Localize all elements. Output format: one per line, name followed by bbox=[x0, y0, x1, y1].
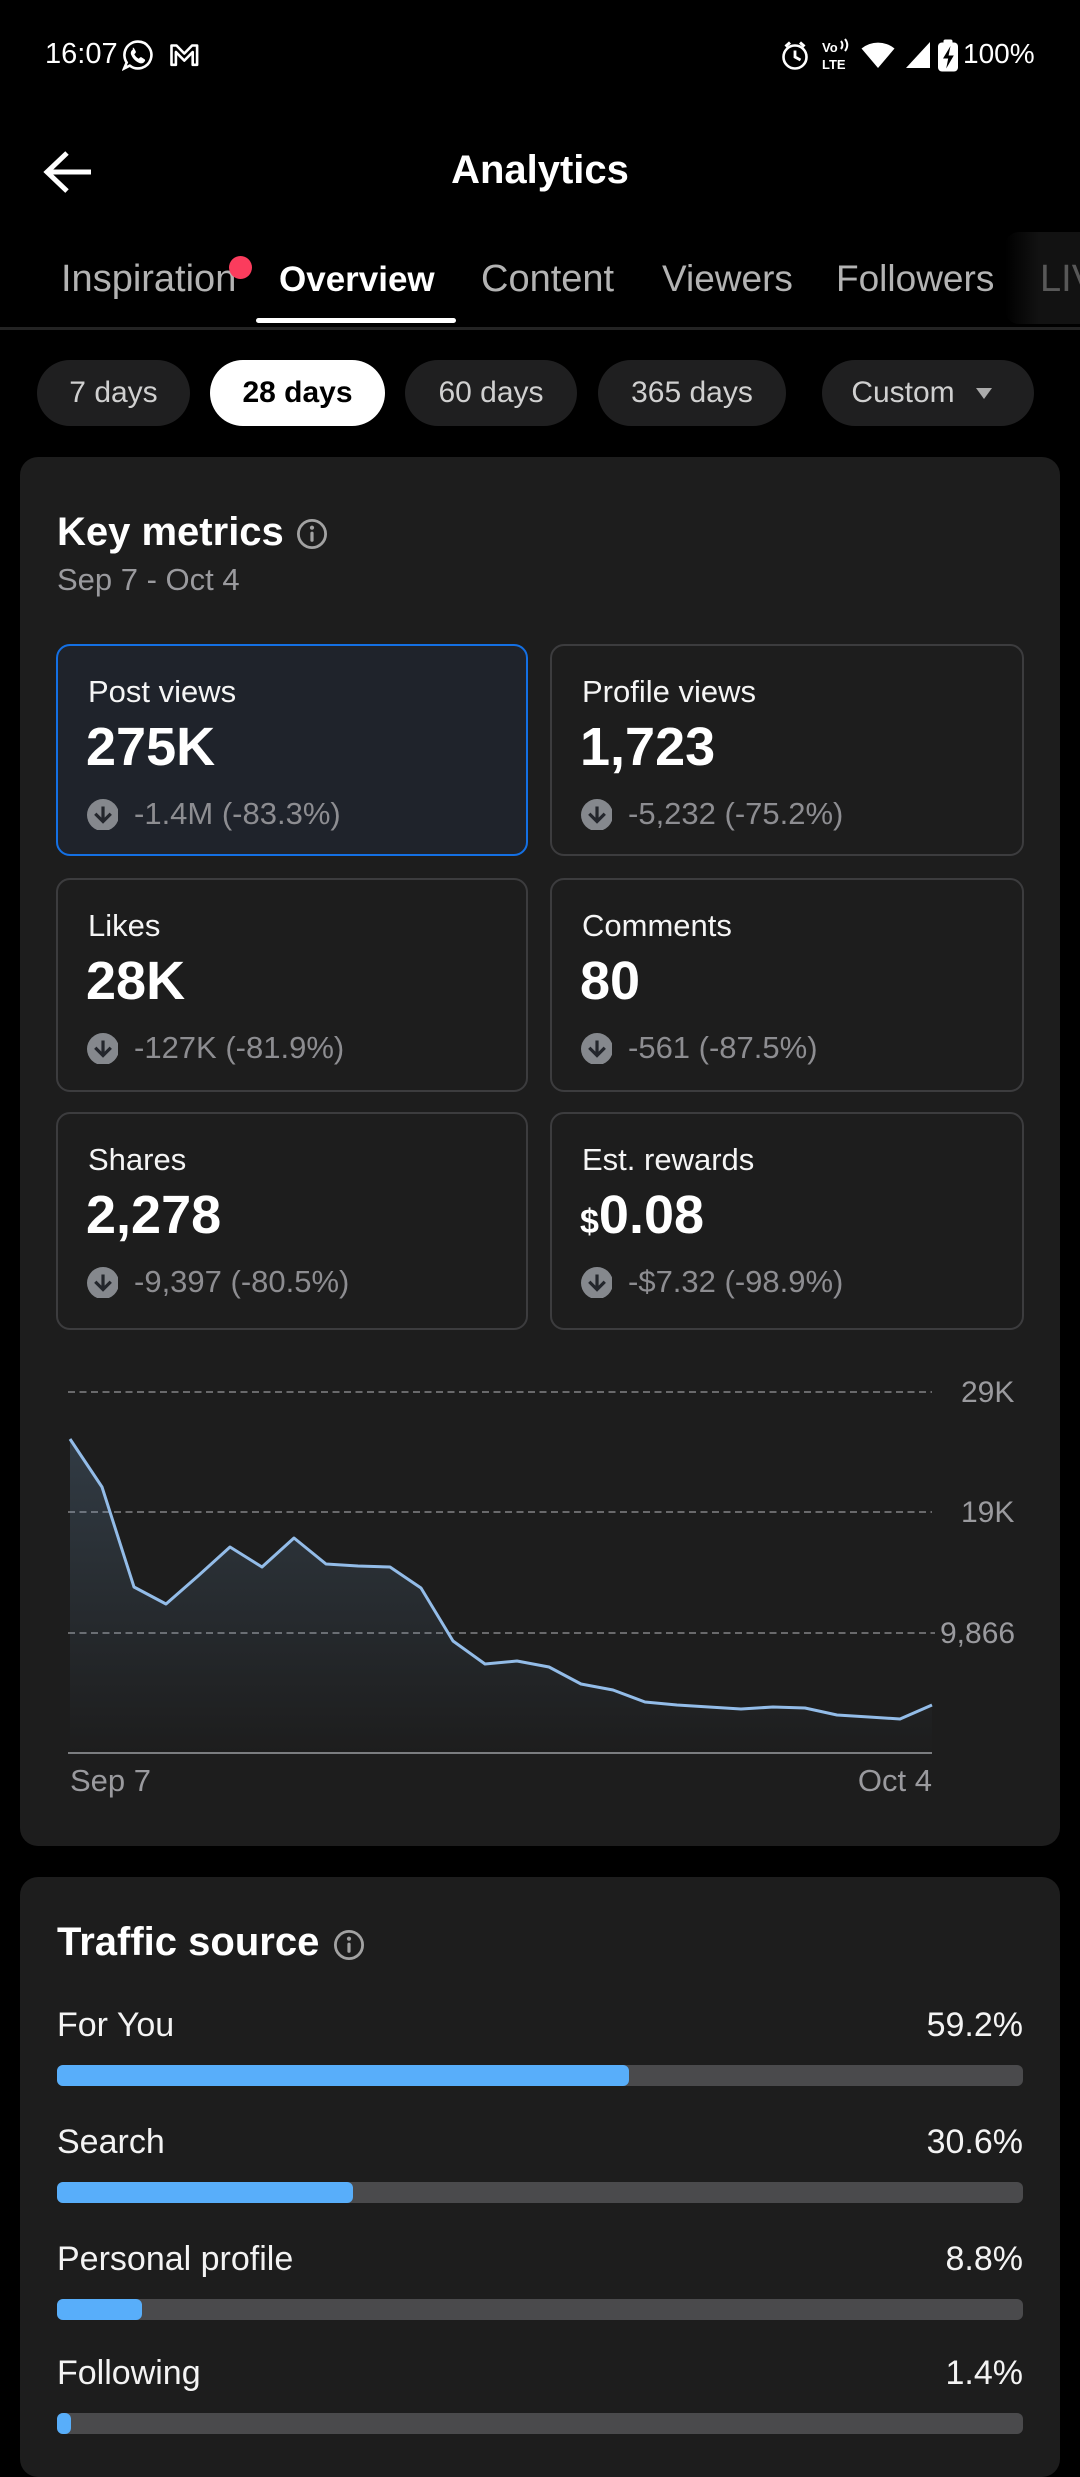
svg-text:29K: 29K bbox=[961, 1376, 1014, 1409]
svg-text:9,866: 9,866 bbox=[940, 1617, 1015, 1650]
svg-text:Sep 7: Sep 7 bbox=[70, 1763, 151, 1798]
svg-text:LTE: LTE bbox=[822, 57, 846, 72]
svg-text:Oct 4: Oct 4 bbox=[858, 1763, 932, 1798]
svg-text:19K: 19K bbox=[961, 1496, 1014, 1529]
svg-text:Vo: Vo bbox=[822, 40, 838, 55]
